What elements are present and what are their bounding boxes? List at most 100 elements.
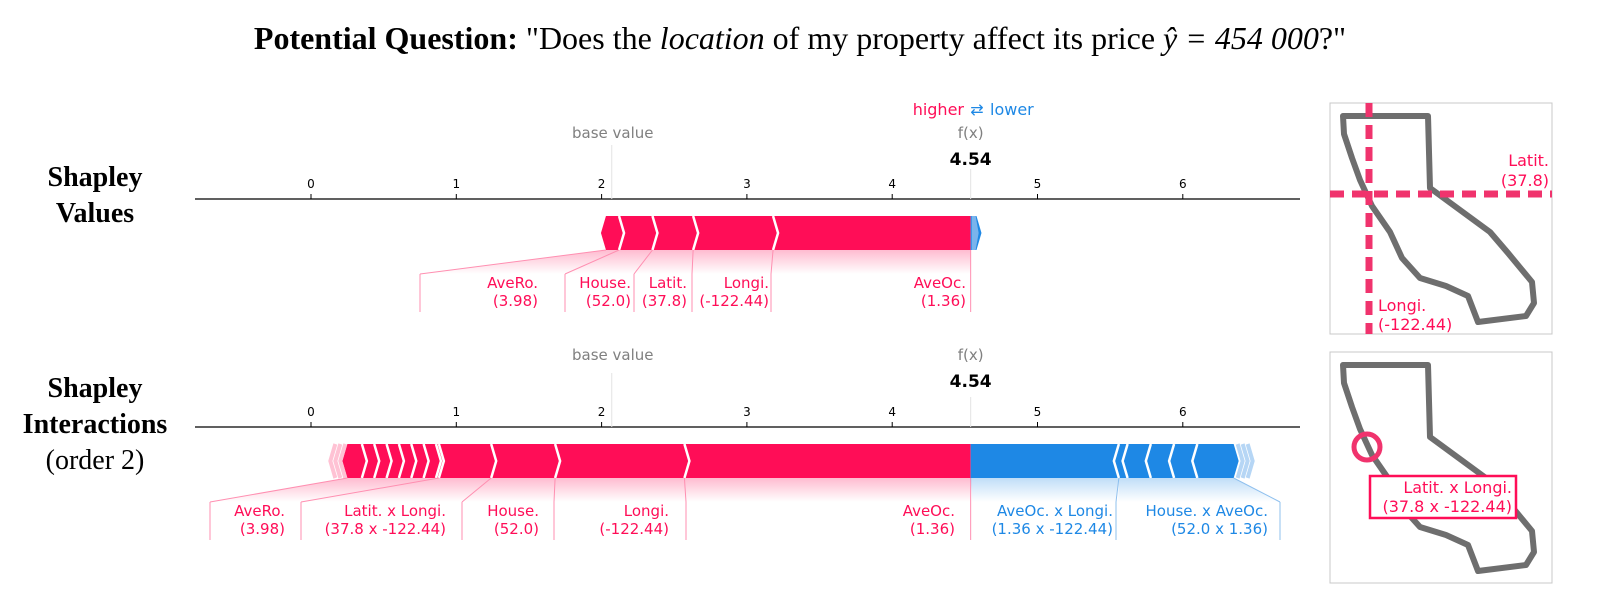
si-positive-small-sep-6 (434, 443, 443, 479)
si-positive-connector-3 (554, 478, 686, 502)
si-negative-value-1: (52.0 x 1.36) (1171, 520, 1268, 538)
sv-positive-connector-2 (634, 250, 694, 274)
sv-negative-sliver (971, 216, 979, 250)
sv-tick-label-2: 2 (598, 177, 606, 191)
california-map-lat-lon: Latit. (37.8) Longi. (-122.44) (1329, 102, 1553, 335)
si-positive-value-3: (-122.44) (599, 520, 669, 538)
si-positive-connector-1 (301, 478, 492, 502)
si-positive-bar (342, 444, 971, 478)
si-positive-value-4: (1.36) (910, 520, 955, 538)
si-positive-name-4: AveOc. (903, 502, 955, 520)
sv-tick-label-0: 0 (307, 177, 315, 191)
sv-tick-label-4: 4 (888, 177, 896, 191)
si-negative-small-sep-1 (1144, 443, 1153, 479)
si-tick-label-2: 2 (598, 405, 606, 419)
si-negative-name-0: AveOc. x Longi. (997, 502, 1113, 520)
map1-lon-label: Longi. (1378, 296, 1426, 315)
sv-positive-connector-3 (692, 250, 774, 274)
map1-lat-value: (37.8) (1501, 171, 1549, 190)
map2-label: Latit. x Longi. (1403, 478, 1512, 497)
sv-tick-label-5: 5 (1034, 177, 1042, 191)
sv-positive-connector-1 (565, 250, 653, 274)
sv-positive-leader-0 (419, 249, 607, 275)
row-label-interactions-line1: Shapley (47, 373, 143, 404)
map1-frame (1329, 102, 1553, 335)
map1-california-outline-icon (1340, 113, 1537, 325)
question-title-math: ŷ = 454 000 (1163, 20, 1319, 56)
sv-positive-sep-4 (771, 215, 780, 251)
sv-positive-name-1: House. (579, 274, 631, 292)
legend-arrows-icon: ⇄ (970, 100, 983, 119)
si-positive-leader-4 (683, 477, 687, 503)
si-negative-tail-0 (1235, 443, 1245, 479)
question-title-bold: Potential Question: (253, 20, 518, 56)
si-tick-label-3: 3 (743, 405, 751, 419)
si-positive-value-1: (37.8 x -122.44) (325, 520, 446, 538)
row-label-shapley-line2: Values (55, 198, 135, 229)
si-negative-small-sep-0 (1121, 443, 1129, 479)
si-positive-name-1: Latit. x Longi. (344, 502, 446, 520)
sv-positive-sep-1 (617, 215, 626, 251)
map1-lon-value: (-122.44) (1378, 315, 1452, 334)
si-positive-sep-2 (489, 443, 498, 479)
sv-positive-leader-1 (564, 249, 620, 275)
si-tick-label-4: 4 (888, 405, 896, 419)
map2-frame (1329, 351, 1553, 584)
si-negative-tail-2 (1245, 443, 1255, 479)
row-label-interactions-line3: (order 2) (45, 445, 145, 476)
sv-positive-sep-2 (651, 215, 659, 251)
si-positive-small-sep-1 (373, 443, 381, 479)
sv-output-value: 4.54 (950, 150, 992, 170)
row-label-interactions-line2: Interactions (22, 409, 168, 440)
sv-positive-leader-2 (633, 249, 653, 275)
si-positive-small-sep-5 (422, 443, 430, 479)
si-positive-sep-1 (437, 443, 446, 479)
si-positive-small-sep-0 (360, 443, 369, 479)
map2-location-circle-icon (1351, 431, 1383, 463)
legend-lower: lower (990, 100, 1034, 119)
si-positive-value-0: (3.98) (240, 520, 285, 538)
si-positive-leader-2 (461, 477, 492, 503)
si-positive-sep-3 (553, 443, 562, 479)
sv-positive-leader-4 (770, 249, 774, 275)
sv-fx-label: f(x) (958, 124, 984, 142)
question-title-italic: location (659, 20, 765, 56)
legend-higher: higher (913, 100, 965, 119)
sv-positive-name-0: AveRo. (487, 274, 538, 292)
sv-positive-value-2: (37.8) (642, 292, 687, 310)
map1-lat-label: Latit. (1508, 151, 1549, 170)
question-title-post: of my property affect its price (764, 20, 1164, 56)
si-positive-connector-0 (210, 478, 439, 502)
si-negative-connector-0 (970, 478, 1119, 502)
si-positive-tail-1 (333, 443, 343, 479)
sv-positive-value-1: (52.0) (586, 292, 631, 310)
question-title-end: ?" (1318, 20, 1347, 56)
si-tick-label-1: 1 (452, 405, 460, 419)
sv-tick-label-3: 3 (743, 177, 751, 191)
si-negative-sep-1 (1112, 443, 1121, 479)
si-positive-leader-1 (300, 477, 439, 503)
row-label-shapley-values: Shapley Values (0, 160, 190, 232)
sv-positive-name-3: Longi. (724, 274, 769, 292)
force-plot-shapley-interactions: 0 1 2 3 4 5 6 base value f(x) 4.54 AveRo.(3.98) Lat… (195, 346, 1300, 540)
row-label-shapley-interactions: Shapley Interactions (order 2) (0, 371, 190, 479)
sv-base-value-label: base value (572, 124, 654, 142)
row-label-shapley-line1: Shapley (47, 162, 143, 193)
sv-positive-value-3: (-122.44) (699, 292, 769, 310)
sv-positive-name-4: AveOc. (914, 274, 966, 292)
map2-label-box (1368, 474, 1518, 520)
si-positive-name-2: House. (487, 502, 539, 520)
si-positive-small-sep-2 (385, 443, 393, 479)
california-map-interaction: Latit. x Longi. (37.8 x -122.44) (1329, 351, 1553, 584)
sv-positive-name-2: Latit. (649, 274, 687, 292)
sv-positive-value-4: (1.36) (921, 292, 966, 310)
si-positive-small-sep-3 (397, 443, 406, 479)
question-title-pre: "Does the (525, 20, 660, 56)
si-negative-bar (970, 444, 1239, 478)
si-positive-name-0: AveRo. (234, 502, 285, 520)
si-positive-value-2: (52.0) (494, 520, 539, 538)
si-negative-leader-0 (1115, 477, 1120, 503)
si-positive-tail-0 (338, 443, 348, 479)
si-positive-name-3: Longi. (624, 502, 669, 520)
